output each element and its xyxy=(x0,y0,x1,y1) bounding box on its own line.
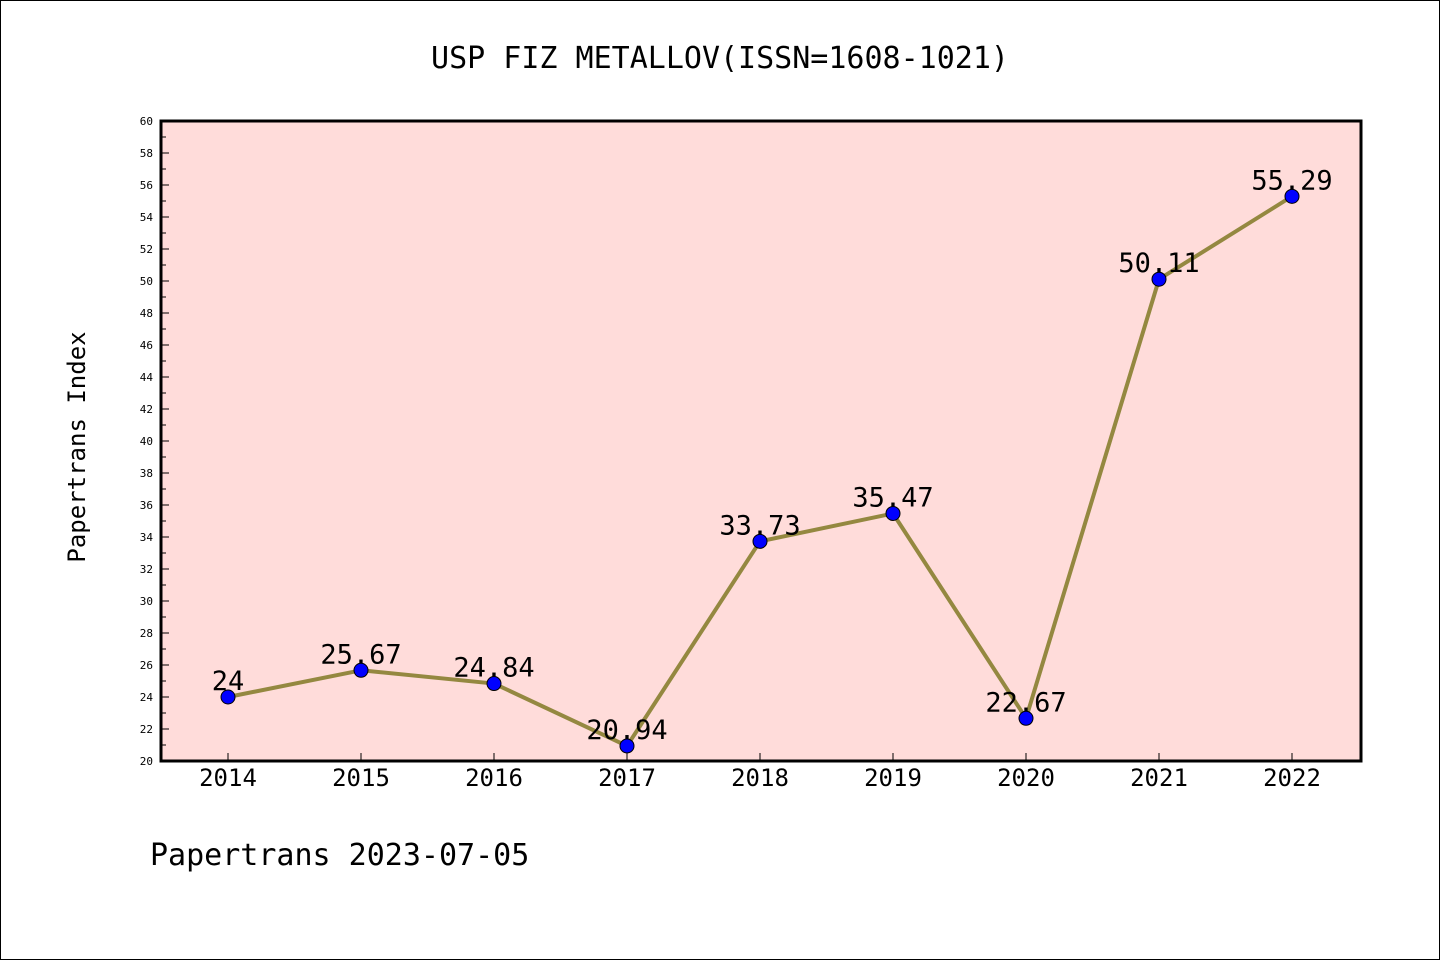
data-label: 35.47 xyxy=(852,482,933,513)
x-tick-label: 2018 xyxy=(731,764,789,792)
x-tick-label: 2015 xyxy=(332,764,390,792)
y-tick-label: 54 xyxy=(140,211,154,224)
x-tick-label: 2016 xyxy=(465,764,523,792)
y-tick-label: 46 xyxy=(140,339,153,352)
data-point xyxy=(619,738,635,754)
x-tick-label: 2017 xyxy=(598,764,656,792)
y-axis-label: Papertrans Index xyxy=(63,331,91,562)
y-tick-label: 32 xyxy=(140,563,153,576)
y-tick-label: 20 xyxy=(140,755,153,768)
plot-border xyxy=(159,119,1363,763)
y-tick-label: 48 xyxy=(140,307,153,320)
data-point xyxy=(1284,188,1300,204)
x-axis-ticks: 2014 2015 2016 2017 2018 2019 2020 2021 2022 xyxy=(199,753,1321,792)
data-label: 25.67 xyxy=(320,639,401,670)
y-tick-label: 22 xyxy=(140,723,153,736)
data-label: 33.73 xyxy=(719,510,800,541)
y-tick-label: 24 xyxy=(140,691,154,704)
y-tick-label: 36 xyxy=(140,499,153,512)
chart-title: USP FIZ METALLOV(ISSN=1608-1021) xyxy=(431,41,1009,76)
footer-text: Papertrans 2023-07-05 xyxy=(150,838,529,873)
y-tick-label: 34 xyxy=(140,531,154,544)
data-point xyxy=(1018,710,1034,726)
data-label: 55.29 xyxy=(1251,165,1332,196)
data-point xyxy=(486,676,502,692)
y-axis-ticks: 20 22 24 26 28 30 32 34 36 38 40 42 44 46 48 50 52 54 56 58… xyxy=(140,115,169,768)
data-label: 24.84 xyxy=(453,653,534,684)
y-tick-label: 42 xyxy=(140,403,153,416)
data-point xyxy=(1151,271,1167,287)
data-label: 24 xyxy=(212,666,245,697)
x-tick-label: 2014 xyxy=(199,764,257,792)
data-point xyxy=(885,505,901,521)
data-label: 20.94 xyxy=(586,715,667,746)
data-label: 50.11 xyxy=(1118,248,1199,279)
x-tick-label: 2022 xyxy=(1263,764,1321,792)
y-tick-label: 28 xyxy=(140,627,153,640)
y-tick-label: 40 xyxy=(140,435,153,448)
x-tick-label: 2020 xyxy=(997,764,1055,792)
y-tick-label: 26 xyxy=(140,659,153,672)
data-point xyxy=(220,689,236,705)
series-layer: 24 25.67 24.84 20.94 33.73 35.47 22.67 50.11 55.… xyxy=(212,165,1333,754)
y-tick-label: 60 xyxy=(140,115,153,128)
y-tick-label: 30 xyxy=(140,595,153,608)
data-point xyxy=(752,533,768,549)
y-tick-label: 38 xyxy=(140,467,153,480)
y-tick-label: 50 xyxy=(140,275,153,288)
data-point xyxy=(353,662,369,678)
y-tick-label: 56 xyxy=(140,179,153,192)
data-label: 22.67 xyxy=(985,687,1066,718)
y-tick-label: 44 xyxy=(140,371,154,384)
x-tick-label: 2021 xyxy=(1130,764,1188,792)
y-tick-label: 58 xyxy=(140,147,153,160)
y-tick-label: 52 xyxy=(140,243,153,256)
x-tick-label: 2019 xyxy=(864,764,922,792)
plot-area xyxy=(161,121,1361,761)
